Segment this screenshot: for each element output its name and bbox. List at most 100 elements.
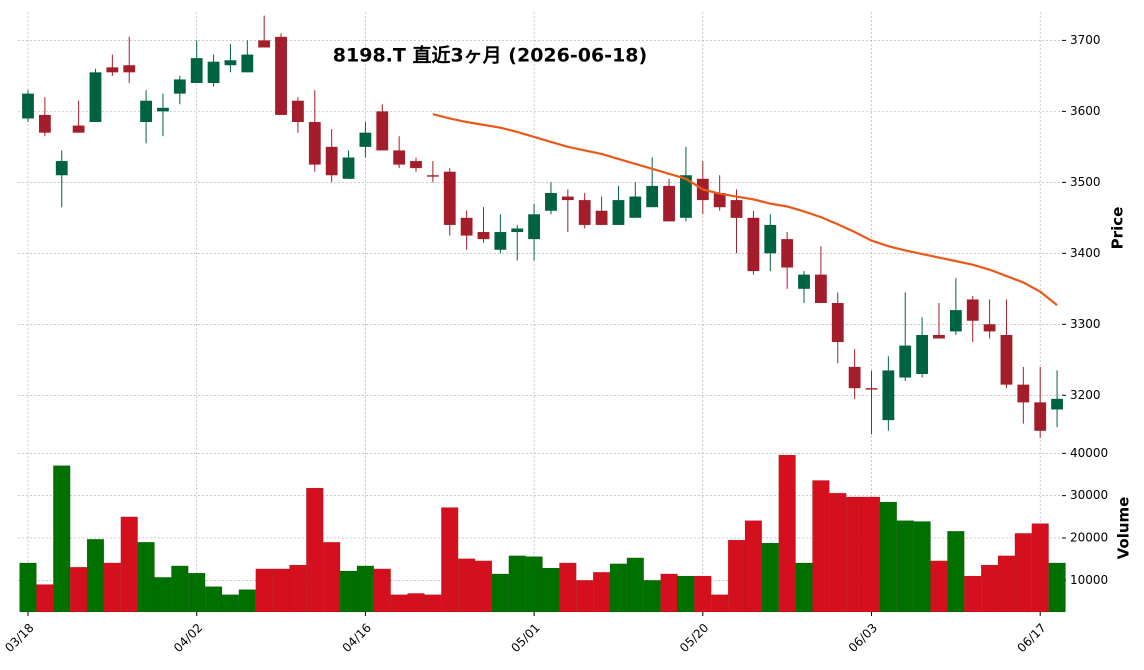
candle-body [22, 93, 34, 119]
volume-bar [69, 566, 88, 613]
volume-bar [930, 560, 948, 613]
x-tick-label: 06/17 [1014, 621, 1048, 655]
candle-body [831, 303, 844, 343]
volume-bar [947, 530, 965, 613]
candle-body [207, 61, 220, 83]
candle-body [730, 200, 743, 218]
candle-body [646, 185, 659, 208]
volume-bar [120, 516, 138, 613]
candle-body [359, 132, 372, 147]
volume-bar [339, 570, 358, 613]
volume-bar [255, 568, 273, 613]
volume-bar [53, 465, 71, 613]
candle-body [426, 175, 439, 177]
candle-body [966, 299, 979, 321]
volume-bar [204, 586, 223, 613]
candle-body [1000, 334, 1013, 385]
volume-bar [609, 563, 628, 613]
volume-bar [542, 567, 560, 613]
candle-body [443, 171, 456, 225]
candle-body [865, 388, 878, 390]
volume-bar [660, 573, 678, 613]
volume-bar [710, 594, 729, 613]
candle-body [1051, 398, 1063, 410]
candle-body [173, 79, 186, 94]
volume-bar [727, 539, 746, 613]
candle-body [393, 150, 406, 165]
volume-bar [997, 555, 1016, 613]
candle-body [308, 122, 321, 165]
candle-body [140, 100, 152, 123]
volume-bar [171, 565, 189, 613]
candle-body [747, 217, 760, 272]
volume-bar [508, 555, 526, 613]
volume-bar [829, 492, 847, 613]
y-tick-label: 3500 [1070, 175, 1101, 189]
y-tick-label: 3300 [1070, 317, 1101, 331]
candle-body [325, 146, 338, 176]
volume-bar [390, 594, 408, 613]
volume-bar [221, 594, 240, 613]
candle-body [798, 274, 810, 289]
candle-body [494, 232, 507, 250]
volume-bar [491, 573, 510, 613]
volume-bar [964, 575, 982, 613]
y-tick-label: 3200 [1070, 388, 1101, 402]
volume-bar [137, 541, 155, 613]
y-tick-label: 20000 [1070, 530, 1108, 544]
volume-bar [812, 480, 830, 613]
candle-body [241, 54, 254, 73]
candle-body [477, 232, 490, 240]
candle-body [89, 72, 102, 123]
volume-bar [407, 593, 425, 613]
candle-body [55, 161, 68, 176]
candle-body [460, 217, 473, 236]
volume-bar [525, 556, 543, 613]
volume-bar [576, 580, 594, 613]
volume-bar [322, 541, 341, 613]
volume-bar [643, 580, 661, 613]
moving-average-line [432, 113, 1058, 307]
candle-body [595, 210, 608, 225]
volume-bar [592, 571, 611, 613]
volume-bar [795, 562, 813, 613]
volume-bar [1048, 562, 1066, 613]
y-tick-label: 10000 [1070, 573, 1108, 587]
volume-bar [474, 560, 493, 613]
candle-body [376, 111, 389, 151]
x-tick-label: 06/03 [846, 621, 880, 655]
x-tick-label: 05/01 [508, 621, 542, 655]
candle-body [410, 161, 422, 169]
candle-body [157, 107, 169, 112]
y-axis-label: Price [1109, 207, 1127, 250]
candle-body [258, 40, 271, 48]
candle-body [578, 200, 591, 225]
candle-body [764, 224, 777, 254]
candle-body [1017, 384, 1030, 403]
candle-body [275, 36, 287, 115]
candle-body [528, 214, 541, 240]
candle-body [781, 239, 794, 268]
x-tick-label: 04/02 [171, 621, 205, 655]
volume-bar [272, 568, 290, 613]
candle-body [224, 60, 237, 66]
volume-bar [19, 562, 37, 613]
x-tick-label: 04/16 [340, 621, 374, 655]
volume-bar [677, 575, 695, 613]
volume-bar [879, 501, 898, 613]
volume-bar [1014, 533, 1033, 613]
candle-body [983, 324, 996, 332]
candle-body [848, 366, 861, 389]
volume-bar [457, 558, 476, 613]
candle-body [1034, 402, 1047, 431]
candle-body [933, 334, 945, 339]
candle-body [561, 196, 574, 201]
y-axis-label: Volume [1115, 497, 1133, 560]
volume-bar [238, 589, 256, 613]
candle-body [882, 370, 895, 421]
volume-bar [1031, 523, 1049, 613]
candle-body [663, 185, 675, 222]
x-tick-label: 05/20 [677, 621, 711, 655]
y-tick-label: 3400 [1070, 246, 1101, 260]
